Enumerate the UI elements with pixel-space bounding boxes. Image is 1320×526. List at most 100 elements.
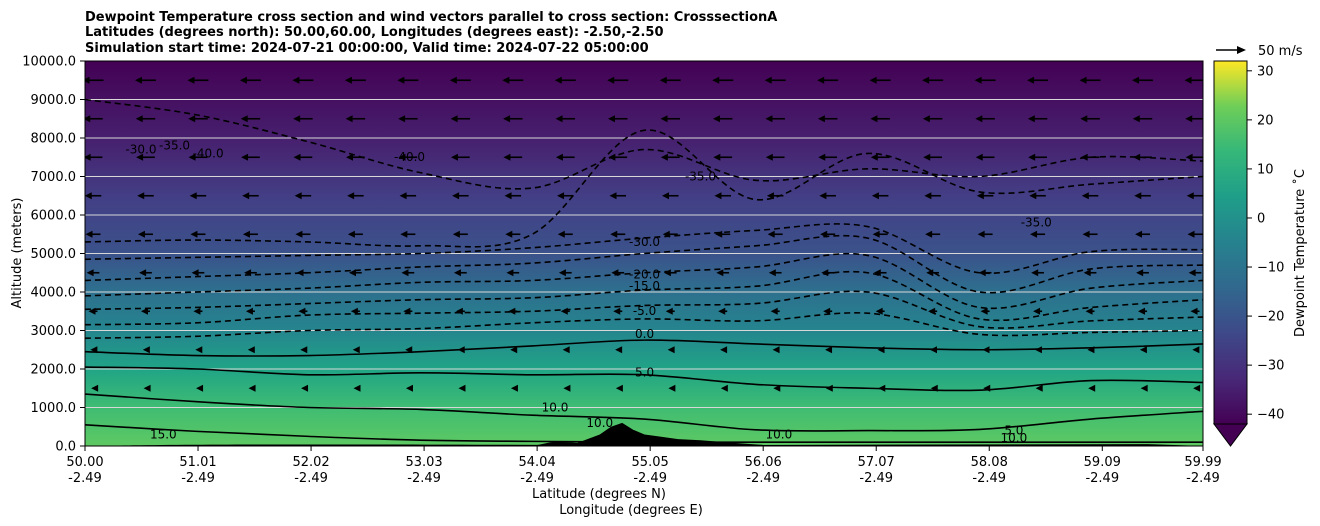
terrain-mountain <box>532 422 779 446</box>
wind-vector <box>562 346 570 354</box>
wind-vector <box>1139 346 1147 354</box>
wind-vector <box>346 153 365 161</box>
x-tick-label-lon: -2.49 <box>633 471 667 486</box>
wind-vector <box>607 76 629 84</box>
wind-vector <box>977 230 993 238</box>
wind-vector <box>1193 384 1201 392</box>
wind-vector <box>241 153 260 161</box>
x-tick-label-lat: 59.09 <box>1084 455 1121 470</box>
colorbar-tick-label: 10 <box>1257 162 1274 177</box>
grid-lines <box>85 99 1203 408</box>
wind-vector <box>924 192 941 200</box>
wind-vector <box>292 76 314 84</box>
wind-vector <box>86 269 100 277</box>
wind-vector <box>137 230 153 238</box>
wind-vector <box>615 384 623 392</box>
wind-vector <box>712 115 733 123</box>
x-tick-label-lon: -2.49 <box>1085 471 1119 486</box>
contour-label: -15.0 <box>629 279 660 293</box>
wind-vector <box>458 384 466 392</box>
wind-vector <box>823 307 833 315</box>
wind-vector <box>1082 230 1098 238</box>
wind-vector <box>667 346 675 354</box>
wind-vector <box>242 230 258 238</box>
wind-vector <box>401 269 415 277</box>
wind-vector <box>555 153 575 161</box>
contour-label: -35.0 <box>1021 216 1052 230</box>
wind-vector <box>1132 115 1153 123</box>
wind-vector <box>1087 346 1095 354</box>
contour-label: 15.0 <box>150 427 177 441</box>
colorbar: −40 −30 −20 −10 0 10 20 30 Dewpoint Temperature… <box>1213 60 1308 447</box>
wind-vector <box>452 192 469 200</box>
wind-vector <box>398 115 418 123</box>
contour-label: -35.0 <box>685 169 716 183</box>
x-tick-label-lat: 53.03 <box>405 455 442 470</box>
wind-vector <box>508 307 518 315</box>
wind-vector <box>405 384 413 392</box>
x-tick-label-lon: -2.49 <box>1186 471 1220 486</box>
wind-vector <box>715 230 731 238</box>
wind-vector <box>142 346 150 354</box>
wind-vector <box>975 153 995 161</box>
wind-vector <box>665 307 675 315</box>
wind-vector <box>870 153 890 161</box>
wind-vector <box>452 230 468 238</box>
wind-vector <box>555 115 576 123</box>
wind-vector <box>1135 230 1151 238</box>
x-tick-label-lat: 52.02 <box>292 455 329 470</box>
wind-vector <box>1186 192 1203 200</box>
wind-vector <box>85 192 102 200</box>
colorbar-tick-label: 20 <box>1257 113 1274 128</box>
wind-vector <box>239 76 261 84</box>
wind-vector <box>663 269 677 277</box>
wind-vector <box>397 76 419 84</box>
wind-vector <box>563 384 571 392</box>
x-tick-label-lon: -2.49 <box>181 471 215 486</box>
wind-vector <box>877 346 885 354</box>
x-tick-label-lat: 57.07 <box>858 455 895 470</box>
wind-vector <box>350 307 360 315</box>
wind-vector <box>765 115 785 123</box>
x-tick-label-lon: -2.49 <box>520 471 554 486</box>
x-tick-label-lon: -2.49 <box>746 471 780 486</box>
wind-vector <box>873 269 887 277</box>
wind-vector <box>712 76 734 84</box>
wind-vector <box>345 115 366 123</box>
y-tick-label: 8000.0 <box>31 132 77 147</box>
wind-vector <box>922 115 943 123</box>
contour-line-minus-25 <box>85 234 1203 294</box>
colorbar-tick-label: −10 <box>1257 261 1284 276</box>
wind-vector <box>240 115 261 123</box>
wind-vector <box>85 230 101 238</box>
y-tick-label: 9000.0 <box>31 93 77 108</box>
wind-vector <box>88 307 98 315</box>
wind-vector <box>764 76 786 84</box>
wind-vector <box>505 230 521 238</box>
x-tick-label-lon: -2.49 <box>68 471 102 486</box>
wind-vector <box>1088 384 1096 392</box>
wind-vector <box>189 192 207 200</box>
wind-vector <box>983 384 991 392</box>
contour-line-minus-20 <box>85 252 1203 310</box>
wind-vector <box>1079 76 1101 84</box>
wind-vector <box>242 192 259 200</box>
wind-vector <box>611 269 625 277</box>
wind-vector <box>295 230 311 238</box>
wind-vector <box>347 230 363 238</box>
wind-vector <box>825 384 833 392</box>
wind-vector <box>344 76 366 84</box>
wind-vector <box>825 346 833 354</box>
x-axis: 50.00-2.4951.01-2.4952.02-2.4953.03-2.49… <box>66 446 1222 486</box>
colorbar-ticks: −40 −30 −20 −10 0 10 20 30 <box>1247 64 1284 423</box>
wind-vector <box>1030 230 1046 238</box>
wind-vector <box>143 384 151 392</box>
wind-vector <box>819 192 836 200</box>
wind-vector <box>136 153 155 161</box>
wind-vector <box>1027 115 1048 123</box>
wind-vector <box>922 76 944 84</box>
wind-vector <box>818 153 838 161</box>
x-tick-label-lat: 56.06 <box>745 455 782 470</box>
contour-line-minus-30 <box>85 223 1203 275</box>
